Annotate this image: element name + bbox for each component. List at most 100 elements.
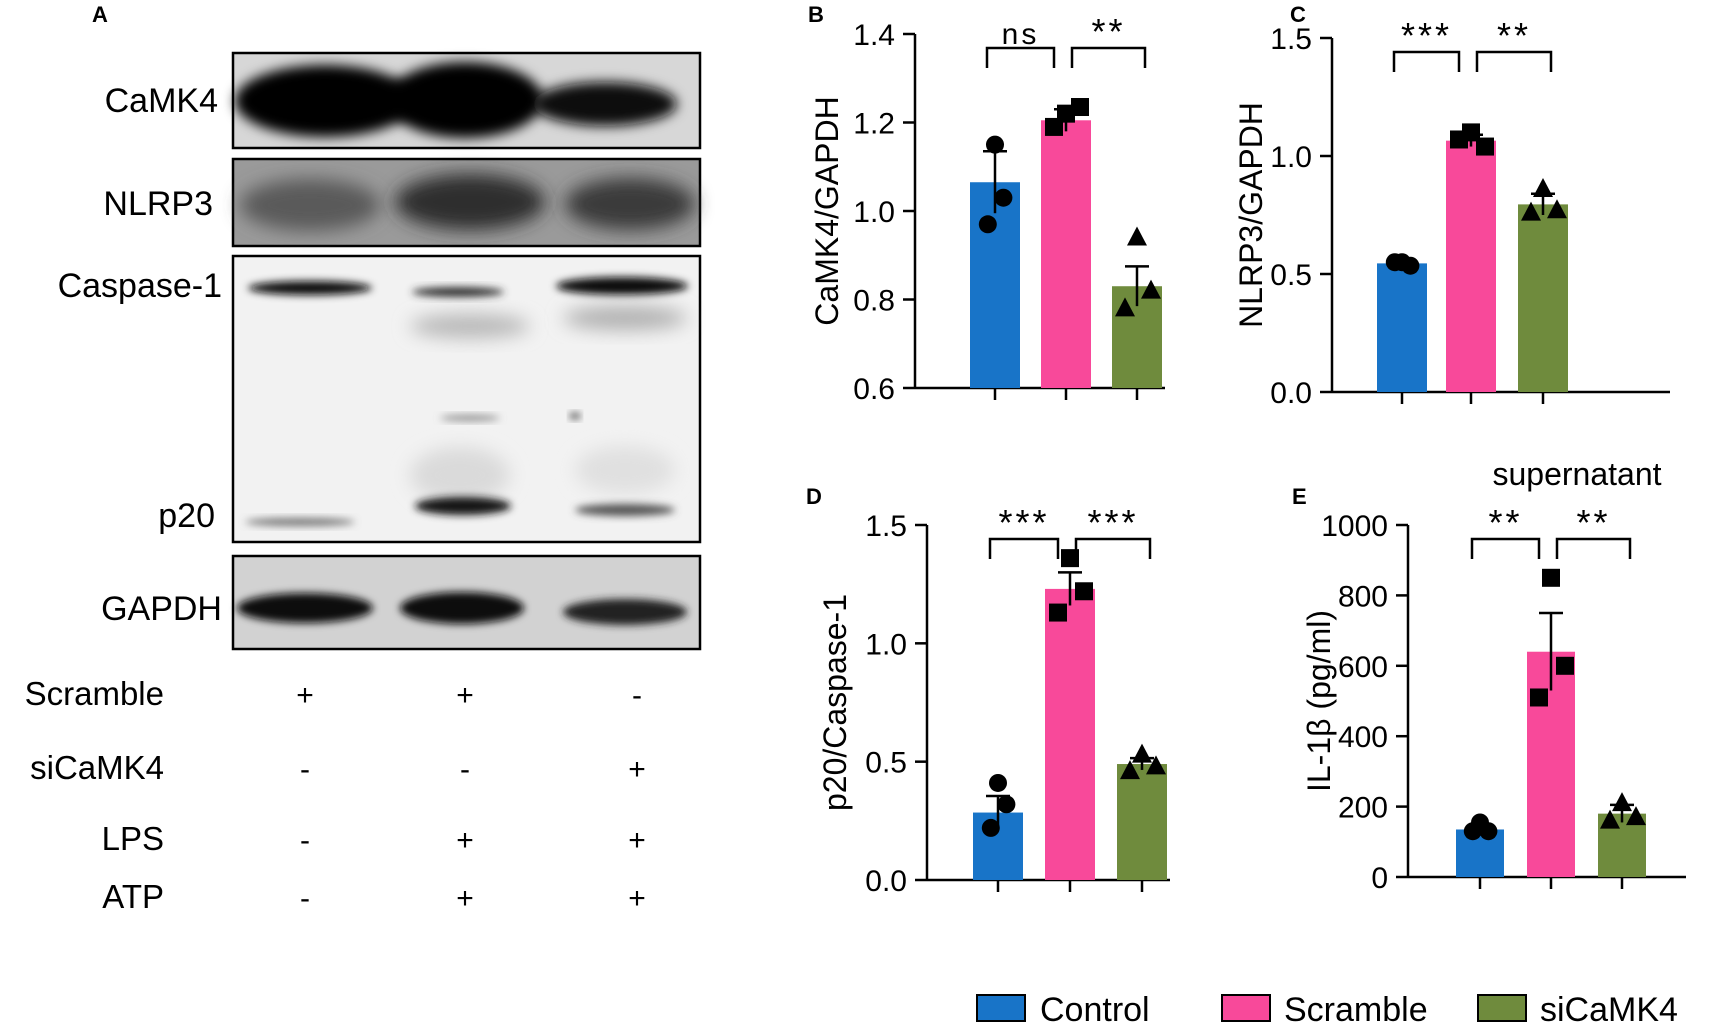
condition-table: Scramble + + - siCaMK4 - - + LPS - + + ATP - + +	[25, 675, 646, 915]
blot-caspase-band-2	[412, 287, 504, 297]
condition-mark: -	[632, 679, 642, 712]
chart-d: D 0.0 0.5 1.0 1.5 p20/Caspase-1 *** ***	[806, 484, 1170, 898]
y-tick-label: 1.0	[1270, 141, 1312, 174]
bar-sicamk4	[1518, 204, 1568, 392]
blot-nlrp3-band-1	[240, 179, 380, 231]
blot-caspase-haze-3	[575, 446, 675, 494]
significance-label: ***	[1401, 15, 1452, 56]
significance-bracket	[1392, 50, 1461, 72]
legend-swatch-scramble	[1221, 994, 1271, 1022]
y-tick-label: 600	[1338, 651, 1388, 684]
condition-label-sicamk4: siCaMK4	[30, 749, 164, 786]
blot-gapdh-label: GAPDH	[101, 590, 222, 628]
panel-letter: D	[806, 484, 822, 509]
blot-nlrp3-band-3	[565, 178, 695, 230]
data-point	[1049, 603, 1067, 622]
significance-label: ns	[1002, 18, 1040, 51]
data-point	[986, 135, 1004, 154]
y-tick-label: 1.5	[865, 510, 907, 543]
data-point	[1542, 568, 1560, 587]
y-axis-label: CaMK4/GAPDH	[809, 96, 845, 325]
bar-charts: B 0.6 0.8 1.0 1.2 1.4 CaMK4/GAPDH ns ** C 0.0 0.5 1.…	[806, 2, 1686, 898]
condition-mark: -	[300, 753, 310, 786]
blot-gapdh-band-1	[237, 593, 373, 623]
blot-p20-band-1	[245, 518, 355, 526]
data-point	[1533, 178, 1553, 198]
y-tick-label: 200	[1338, 792, 1388, 825]
blot-caspase-band-3	[556, 277, 688, 295]
chart-e: E 0 200 400 600 800 1000 IL-1β (pg/ml) supernata…	[1292, 456, 1686, 895]
condition-label-scramble: Scramble	[25, 675, 164, 712]
y-tick-label: 0.0	[865, 865, 907, 898]
condition-label-atp: ATP	[102, 878, 164, 915]
blot-camk4-band-1	[235, 65, 415, 137]
data-point	[1612, 792, 1632, 812]
blot-caspase-haze-2	[410, 447, 510, 503]
legend: Control Scramble siCaMK4	[976, 991, 1678, 1025]
data-point	[1127, 226, 1147, 246]
blot-p20-label: p20	[158, 497, 215, 535]
blot-caspase: Caspase-1 p20	[58, 254, 702, 544]
y-axis-label: p20/Caspase-1	[817, 594, 853, 811]
legend-label-control: Control	[1040, 991, 1150, 1025]
blot-caspase-band-1	[248, 281, 372, 295]
significance-bracket	[1555, 537, 1632, 559]
data-point	[1600, 809, 1620, 829]
panel-a-letter: A	[92, 2, 108, 27]
condition-mark: +	[456, 824, 474, 857]
data-point	[1450, 130, 1468, 149]
data-point	[1132, 743, 1152, 763]
legend-label-sicamk4: siCaMK4	[1540, 991, 1678, 1025]
panel-letter: C	[1290, 2, 1306, 27]
y-tick-label: 1000	[1321, 510, 1388, 543]
significance-bracket	[1070, 46, 1147, 68]
data-point	[1401, 256, 1420, 275]
significance-label: **	[1497, 15, 1531, 56]
y-tick-label: 0.0	[1270, 377, 1312, 410]
data-point	[978, 215, 997, 234]
legend-swatch-control	[976, 994, 1026, 1022]
data-point	[1061, 549, 1079, 568]
y-tick-label: 1.2	[853, 108, 895, 141]
data-point	[1075, 582, 1093, 601]
significance-bracket	[988, 537, 1060, 559]
y-tick-label: 800	[1338, 580, 1388, 613]
y-tick-label: 1.0	[853, 196, 895, 229]
blot-caspase-dot	[569, 413, 581, 419]
blot-p20-band-3	[575, 504, 675, 516]
blot-caspase-smear-2	[410, 314, 530, 338]
condition-mark: -	[300, 882, 310, 915]
condition-label-lps: LPS	[102, 820, 164, 857]
chart-title: supernatant	[1492, 456, 1661, 492]
condition-mark: +	[628, 824, 646, 857]
data-point	[1385, 253, 1404, 272]
significance-bracket	[985, 46, 1056, 68]
condition-mark: +	[628, 882, 646, 915]
y-tick-label: 400	[1338, 721, 1388, 754]
significance-bracket	[1470, 537, 1541, 559]
data-point	[1479, 822, 1498, 841]
blot-camk4-band-3	[533, 82, 677, 126]
y-tick-label: 0.6	[853, 373, 895, 406]
y-tick-label: 1.0	[865, 628, 907, 661]
bar-scramble	[1045, 588, 1095, 880]
significance-bracket	[1074, 537, 1152, 559]
chart-b: B 0.6 0.8 1.0 1.2 1.4 CaMK4/GAPDH ns **	[808, 2, 1165, 406]
blot-nlrp3: NLRP3	[103, 157, 702, 248]
bar-control	[1377, 263, 1427, 392]
blot-camk4-label: CaMK4	[105, 82, 218, 120]
data-point	[1530, 688, 1548, 707]
significance-bracket	[1475, 50, 1553, 72]
blot-gapdh-band-2	[400, 592, 524, 624]
y-tick-label: 0.5	[865, 747, 907, 780]
blot-nlrp3-band-2	[395, 174, 545, 230]
condition-mark: +	[456, 679, 474, 712]
data-point	[1146, 755, 1166, 775]
legend-swatch-sicamk4	[1477, 994, 1527, 1022]
y-axis-label: IL-1β (pg/ml)	[1301, 610, 1337, 792]
data-point	[997, 795, 1016, 814]
data-point	[989, 773, 1007, 792]
condition-mark: +	[456, 882, 474, 915]
y-tick-label: 1.5	[1270, 23, 1312, 56]
